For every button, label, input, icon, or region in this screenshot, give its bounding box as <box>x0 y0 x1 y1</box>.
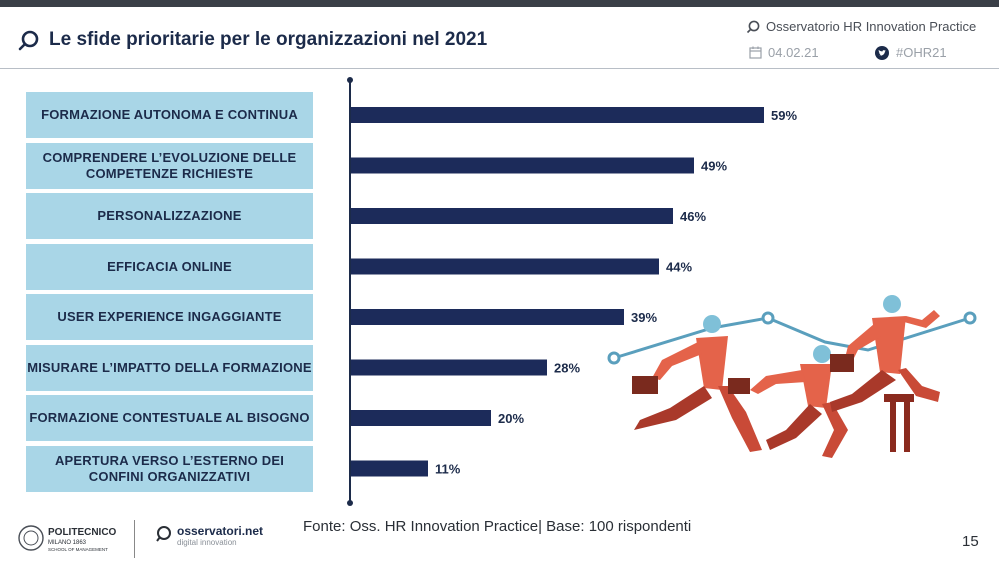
source-note: Fonte: Oss. HR Innovation Practice| Base… <box>303 518 692 535</box>
category-label: APERTURA VERSO L’ESTERNO DEI CONFINI ORG… <box>26 445 313 492</box>
bar <box>351 359 547 376</box>
header-hashtag: #OHR21 <box>896 45 947 60</box>
bar <box>351 258 659 275</box>
header-divider <box>0 68 999 69</box>
bar <box>351 157 694 174</box>
bar-value-label: 46% <box>680 209 706 224</box>
logo2-name: osservatori.net <box>177 524 263 538</box>
politecnico-logo: POLITECNICO MILANO 1863 SCHOOL OF MANAGE… <box>18 524 128 559</box>
bar-value-label: 49% <box>701 159 727 174</box>
page-number: 15 <box>962 533 979 550</box>
category-label: EFFICACIA ONLINE <box>26 243 313 290</box>
category-label: COMPRENDERE L’EVOLUZIONE DELLE COMPETENZ… <box>26 142 313 189</box>
runner-figure-icon <box>632 315 762 452</box>
category-label: FORMAZIONE CONTESTUALE AL BISOGNO <box>26 395 313 441</box>
bar-value-label: 39% <box>631 310 657 325</box>
top-bar <box>0 0 999 7</box>
logo1-name: POLITECNICO <box>48 527 117 538</box>
trend-point-icon <box>963 311 977 325</box>
logo1-school: SCHOOL OF MANAGEMENT <box>48 547 108 552</box>
bars-group: 59% 49% 46% 44% 39% 28% 20% 11% <box>351 107 797 477</box>
runner-figure-icon <box>830 295 940 412</box>
slide-header: Le sfide prioritarie per le organizzazio… <box>0 7 999 67</box>
logo2-sub: digital innovation <box>177 538 237 547</box>
runner-figure-icon <box>728 345 848 458</box>
bar <box>351 309 624 325</box>
runners-illustration <box>607 295 977 458</box>
hurdle-icon <box>884 394 914 452</box>
header-date: 04.02.21 <box>768 45 819 60</box>
category-label: USER EXPERIENCE INGAGGIANTE <box>26 294 313 340</box>
trend-point-icon <box>761 311 775 325</box>
osservatori-logo-icon <box>746 20 760 34</box>
bar-value-label: 28% <box>554 361 580 376</box>
search-icon <box>18 30 39 51</box>
axis-bottom-dot <box>347 500 353 506</box>
category-label: PERSONALIZZAZIONE <box>26 193 313 239</box>
category-label: FORMAZIONE AUTONOMA E CONTINUA <box>26 92 313 138</box>
bar <box>351 410 491 426</box>
bar-value-label: 59% <box>771 108 797 123</box>
twitter-icon <box>875 46 889 60</box>
calendar-icon <box>749 46 762 59</box>
trend-point-icon <box>607 351 621 365</box>
bar <box>351 107 764 123</box>
bar <box>351 208 673 224</box>
slide-title: Le sfide prioritarie per le organizzazio… <box>49 29 488 50</box>
logo1-sub: MILANO 1863 <box>48 540 87 546</box>
bar-value-label: 20% <box>498 411 524 426</box>
category-label: MISURARE L’IMPATTO DELLA FORMAZIONE <box>26 344 313 391</box>
bar-value-label: 44% <box>666 260 692 275</box>
bar-value-label: 11% <box>435 462 461 477</box>
bar <box>351 460 428 477</box>
osservatori-logo: osservatori.net digital innovation <box>155 522 265 557</box>
header-org-name: Osservatorio HR Innovation Practice <box>766 19 977 34</box>
footer-separator <box>134 520 135 558</box>
axis-top-dot <box>347 77 353 83</box>
